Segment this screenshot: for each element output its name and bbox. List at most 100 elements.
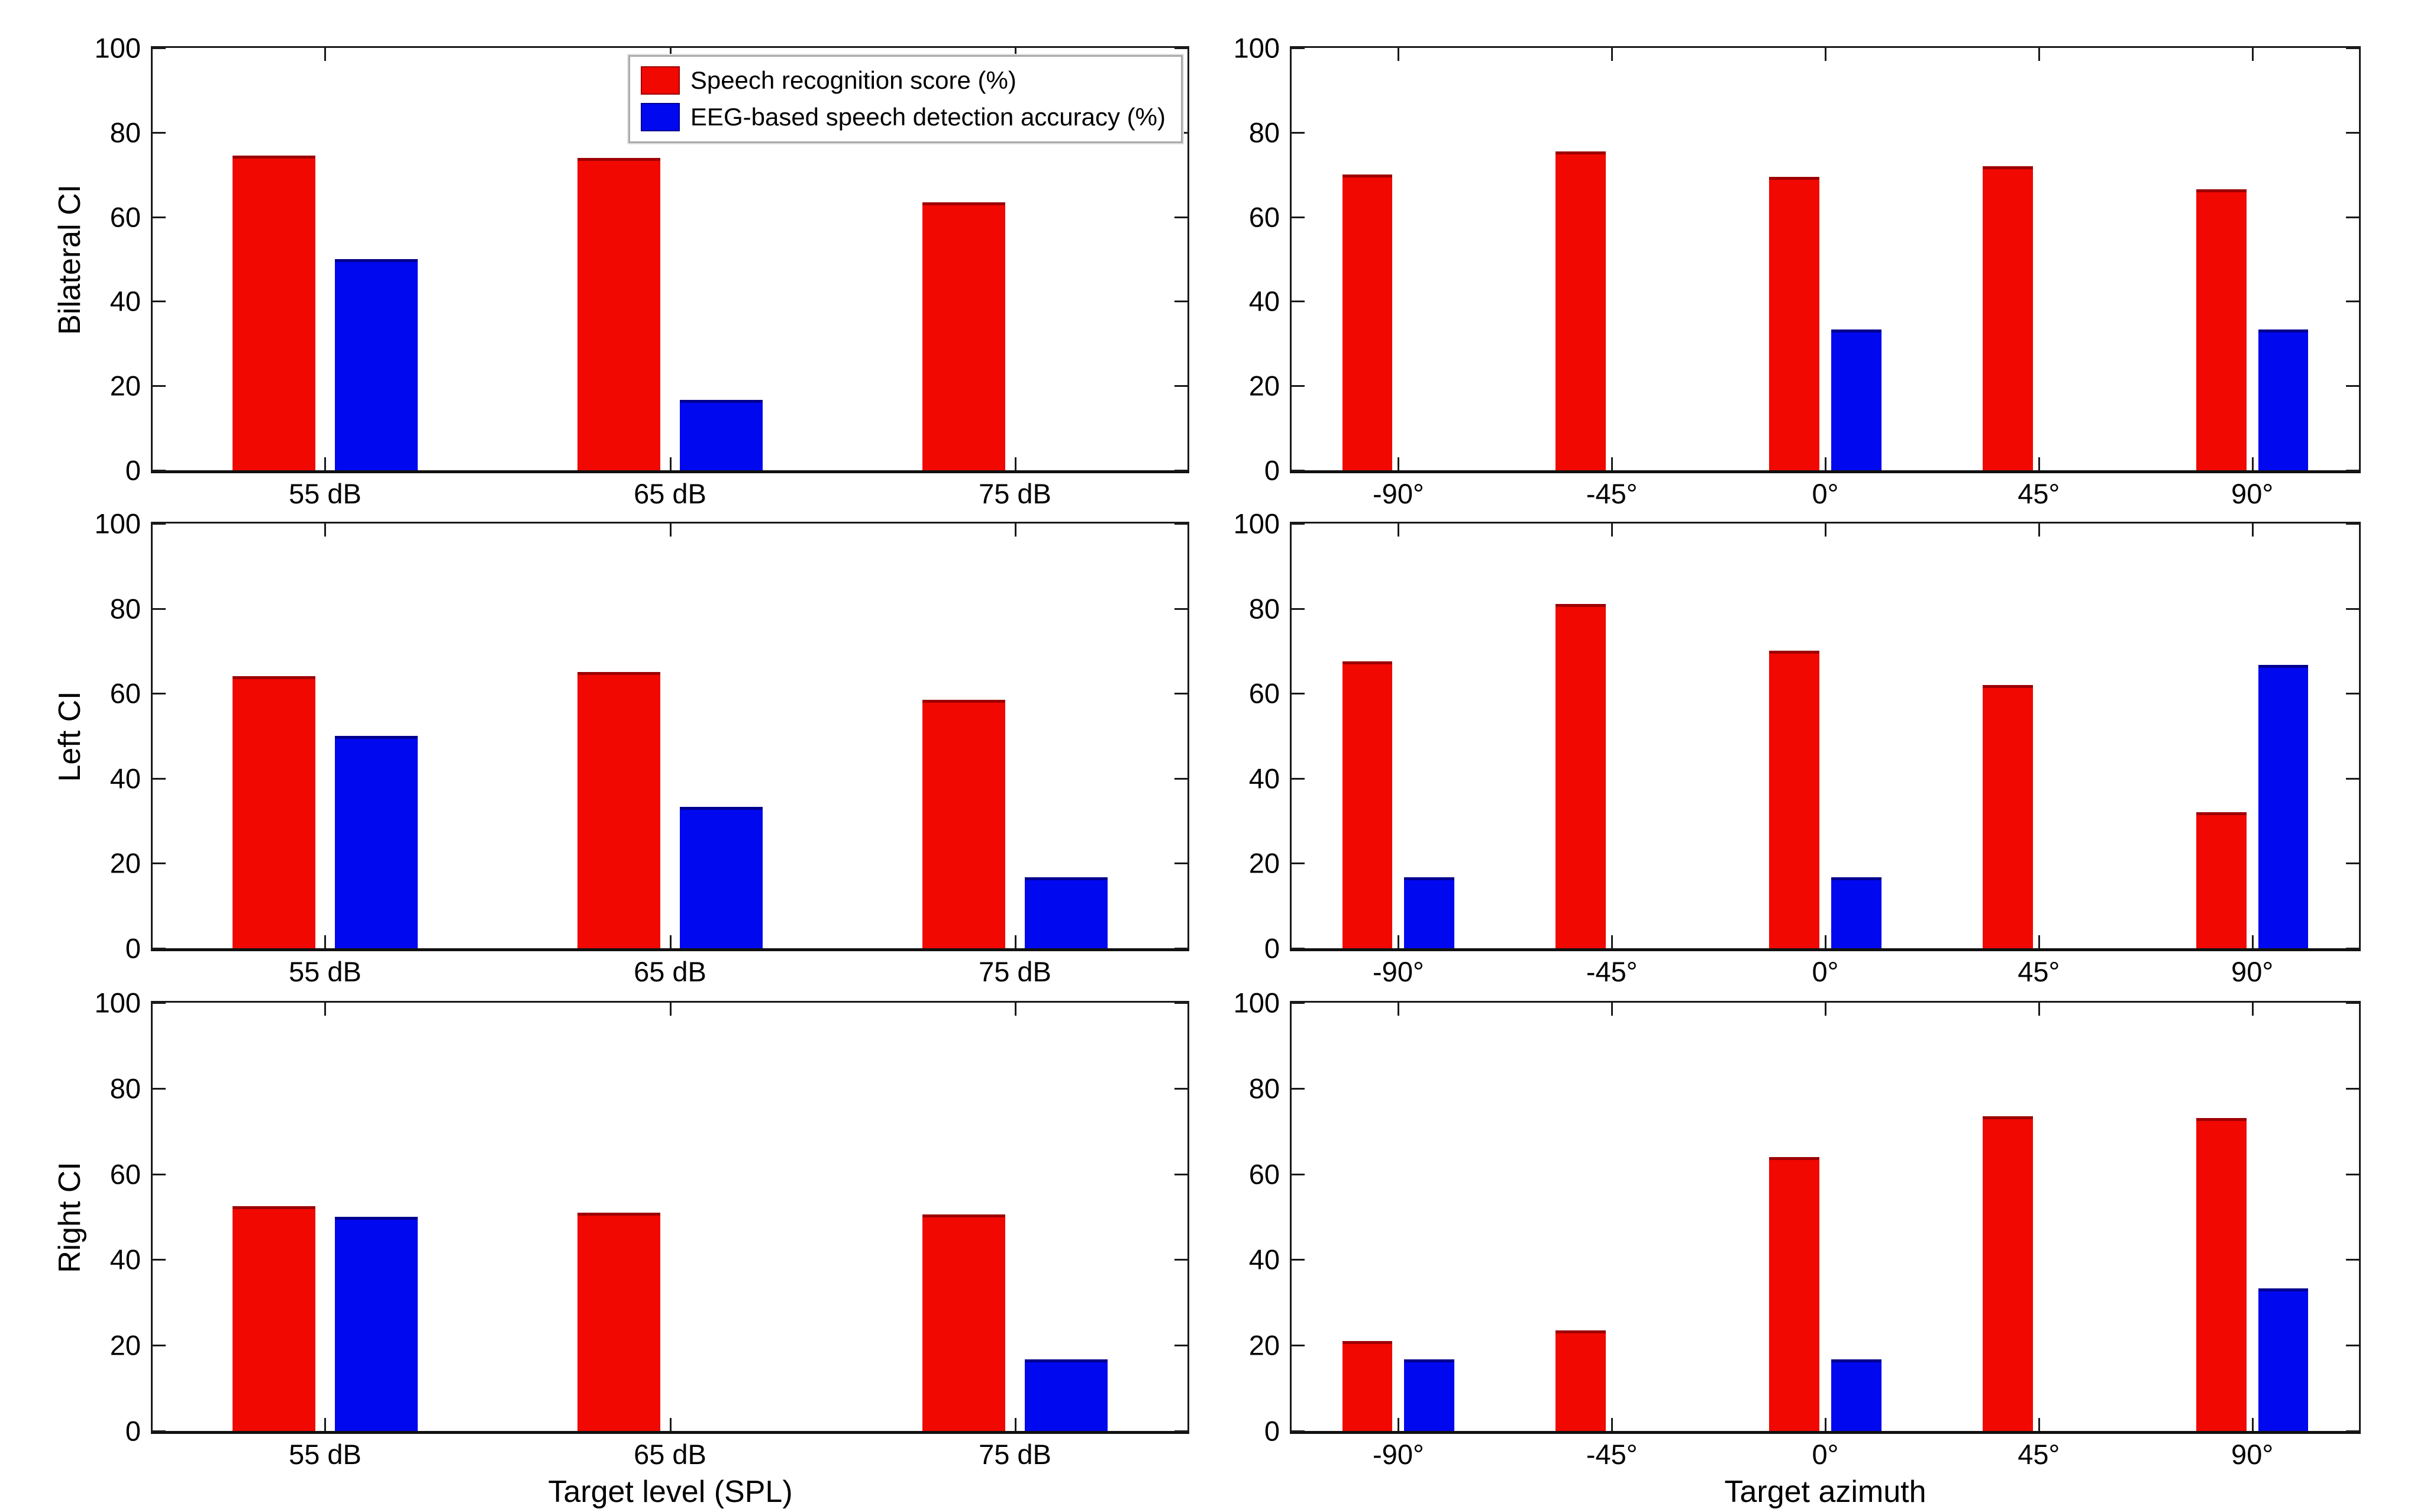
y-tick [1292,1087,1305,1090]
x-tick [2251,457,2254,470]
y-tick [153,131,166,134]
y-tick-label: 80 [109,117,141,148]
y-tick [1174,1345,1187,1347]
x-tick [2251,935,2254,948]
y-tick [1292,693,1305,695]
y-tick [1292,131,1305,134]
x-tick [1611,1003,1613,1016]
y-tick-label: 60 [1248,201,1280,233]
x-tick [2251,48,2254,61]
legend-box: Speech recognition score (%) EEG-based s… [628,55,1183,143]
y-tick-label: 60 [1248,1158,1280,1190]
y-tick [153,1345,166,1347]
bar-eeg-accuracy [335,259,418,470]
x-tick [1398,935,1400,948]
x-tick [669,1003,672,1016]
y-tick [2346,470,2359,471]
y-tick [1174,1002,1187,1004]
bar-eeg-accuracy [2258,329,2309,470]
x-tick [324,935,327,948]
x-tick [669,1418,672,1431]
x-tick [324,457,327,470]
x-tick [1014,1418,1016,1431]
bar-speech-score [577,1212,660,1431]
y-tick [1174,1173,1187,1175]
y-tick-label: 80 [1248,593,1280,625]
y-tick [2346,1002,2359,1004]
y-tick-label: 0 [1264,1415,1280,1447]
x-tick [2038,1003,2040,1016]
x-tick [324,1003,327,1016]
bar-eeg-accuracy [1025,1359,1108,1431]
bar-speech-score [1983,684,2033,948]
y-tick-label: 80 [1248,117,1280,148]
y-tick [1174,948,1187,949]
y-tick [1174,1430,1187,1432]
bar-speech-score [577,157,660,470]
bar-eeg-accuracy [335,736,418,948]
x-tick [2038,935,2040,948]
y-tick-label: 60 [109,201,141,233]
y-tick-label: 0 [125,932,141,964]
x-tick [1014,48,1016,61]
y-tick [2346,1173,2359,1175]
x-tick-label: -45° [1586,1439,1638,1470]
legend-item-eeg: EEG-based speech detection accuracy (%) [640,103,1166,132]
x-tick [1398,457,1400,470]
x-tick [1398,1003,1400,1016]
x-tick-label: 45° [2018,1439,2060,1470]
x-tick-label: 0° [1812,478,1839,509]
bar-eeg-accuracy [335,1217,418,1431]
y-tick [1174,1087,1187,1090]
y-tick [2346,608,2359,610]
y-tick [2346,523,2359,525]
y-tick [1292,523,1305,525]
y-tick [153,1087,166,1090]
x-tick-label: 0° [1812,1439,1839,1470]
subplot-left-ci-azimuth: 0 20 40 60 80 100 -90° -45° 0° 45° 90° [1234,510,2361,986]
bar-eeg-accuracy [2258,1288,2309,1431]
y-tick [1292,1002,1305,1004]
x-tick-label: 90° [2231,478,2274,509]
y-tick-label: 40 [109,763,141,794]
y-tick [2346,693,2359,695]
bar-speech-score [232,156,315,470]
x-tick [1825,48,1826,61]
y-tick-label: 40 [1248,763,1280,794]
y-tick-label: 20 [1248,847,1280,879]
y-tick-label: 0 [125,1415,141,1447]
bar-eeg-accuracy [1025,877,1108,948]
y-tick [1174,693,1187,695]
y-tick [153,862,166,865]
y-tick [1174,1259,1187,1261]
y-tick [2346,216,2359,218]
y-tick-label: 20 [109,370,141,402]
x-tick-label: -45° [1586,956,1638,987]
x-tick [1825,935,1826,948]
x-tick-label: 55 dB [289,478,362,509]
legend-swatch-blue [640,103,680,132]
x-tick-label: 65 dB [634,1439,706,1470]
x-tick [669,524,672,537]
subplot-right-ci-azimuth: 0 20 40 60 80 100 -90° -45° 0° 45° 90° [1234,989,2361,1468]
y-tick [153,777,166,780]
y-tick [1292,1345,1305,1347]
bar-speech-score [922,1214,1005,1431]
y-axis-label-left-ci: Left CI [53,691,87,782]
y-tick [153,216,166,218]
y-tick-label: 0 [1264,932,1280,964]
bar-eeg-accuracy [680,399,763,470]
y-tick [1292,1430,1305,1432]
bar-speech-score [1342,175,1393,470]
legend-item-speech: Speech recognition score (%) [640,66,1166,95]
x-tick [2251,1418,2254,1431]
bar-speech-score [577,672,660,948]
y-axis-label-bilateral-ci: Bilateral CI [53,184,87,335]
bar-eeg-accuracy [1831,329,1882,470]
bar-eeg-accuracy [1404,877,1455,948]
x-tick [1611,457,1613,470]
y-tick [153,948,166,949]
y-tick-label: 100 [1233,508,1280,539]
y-tick [153,608,166,610]
